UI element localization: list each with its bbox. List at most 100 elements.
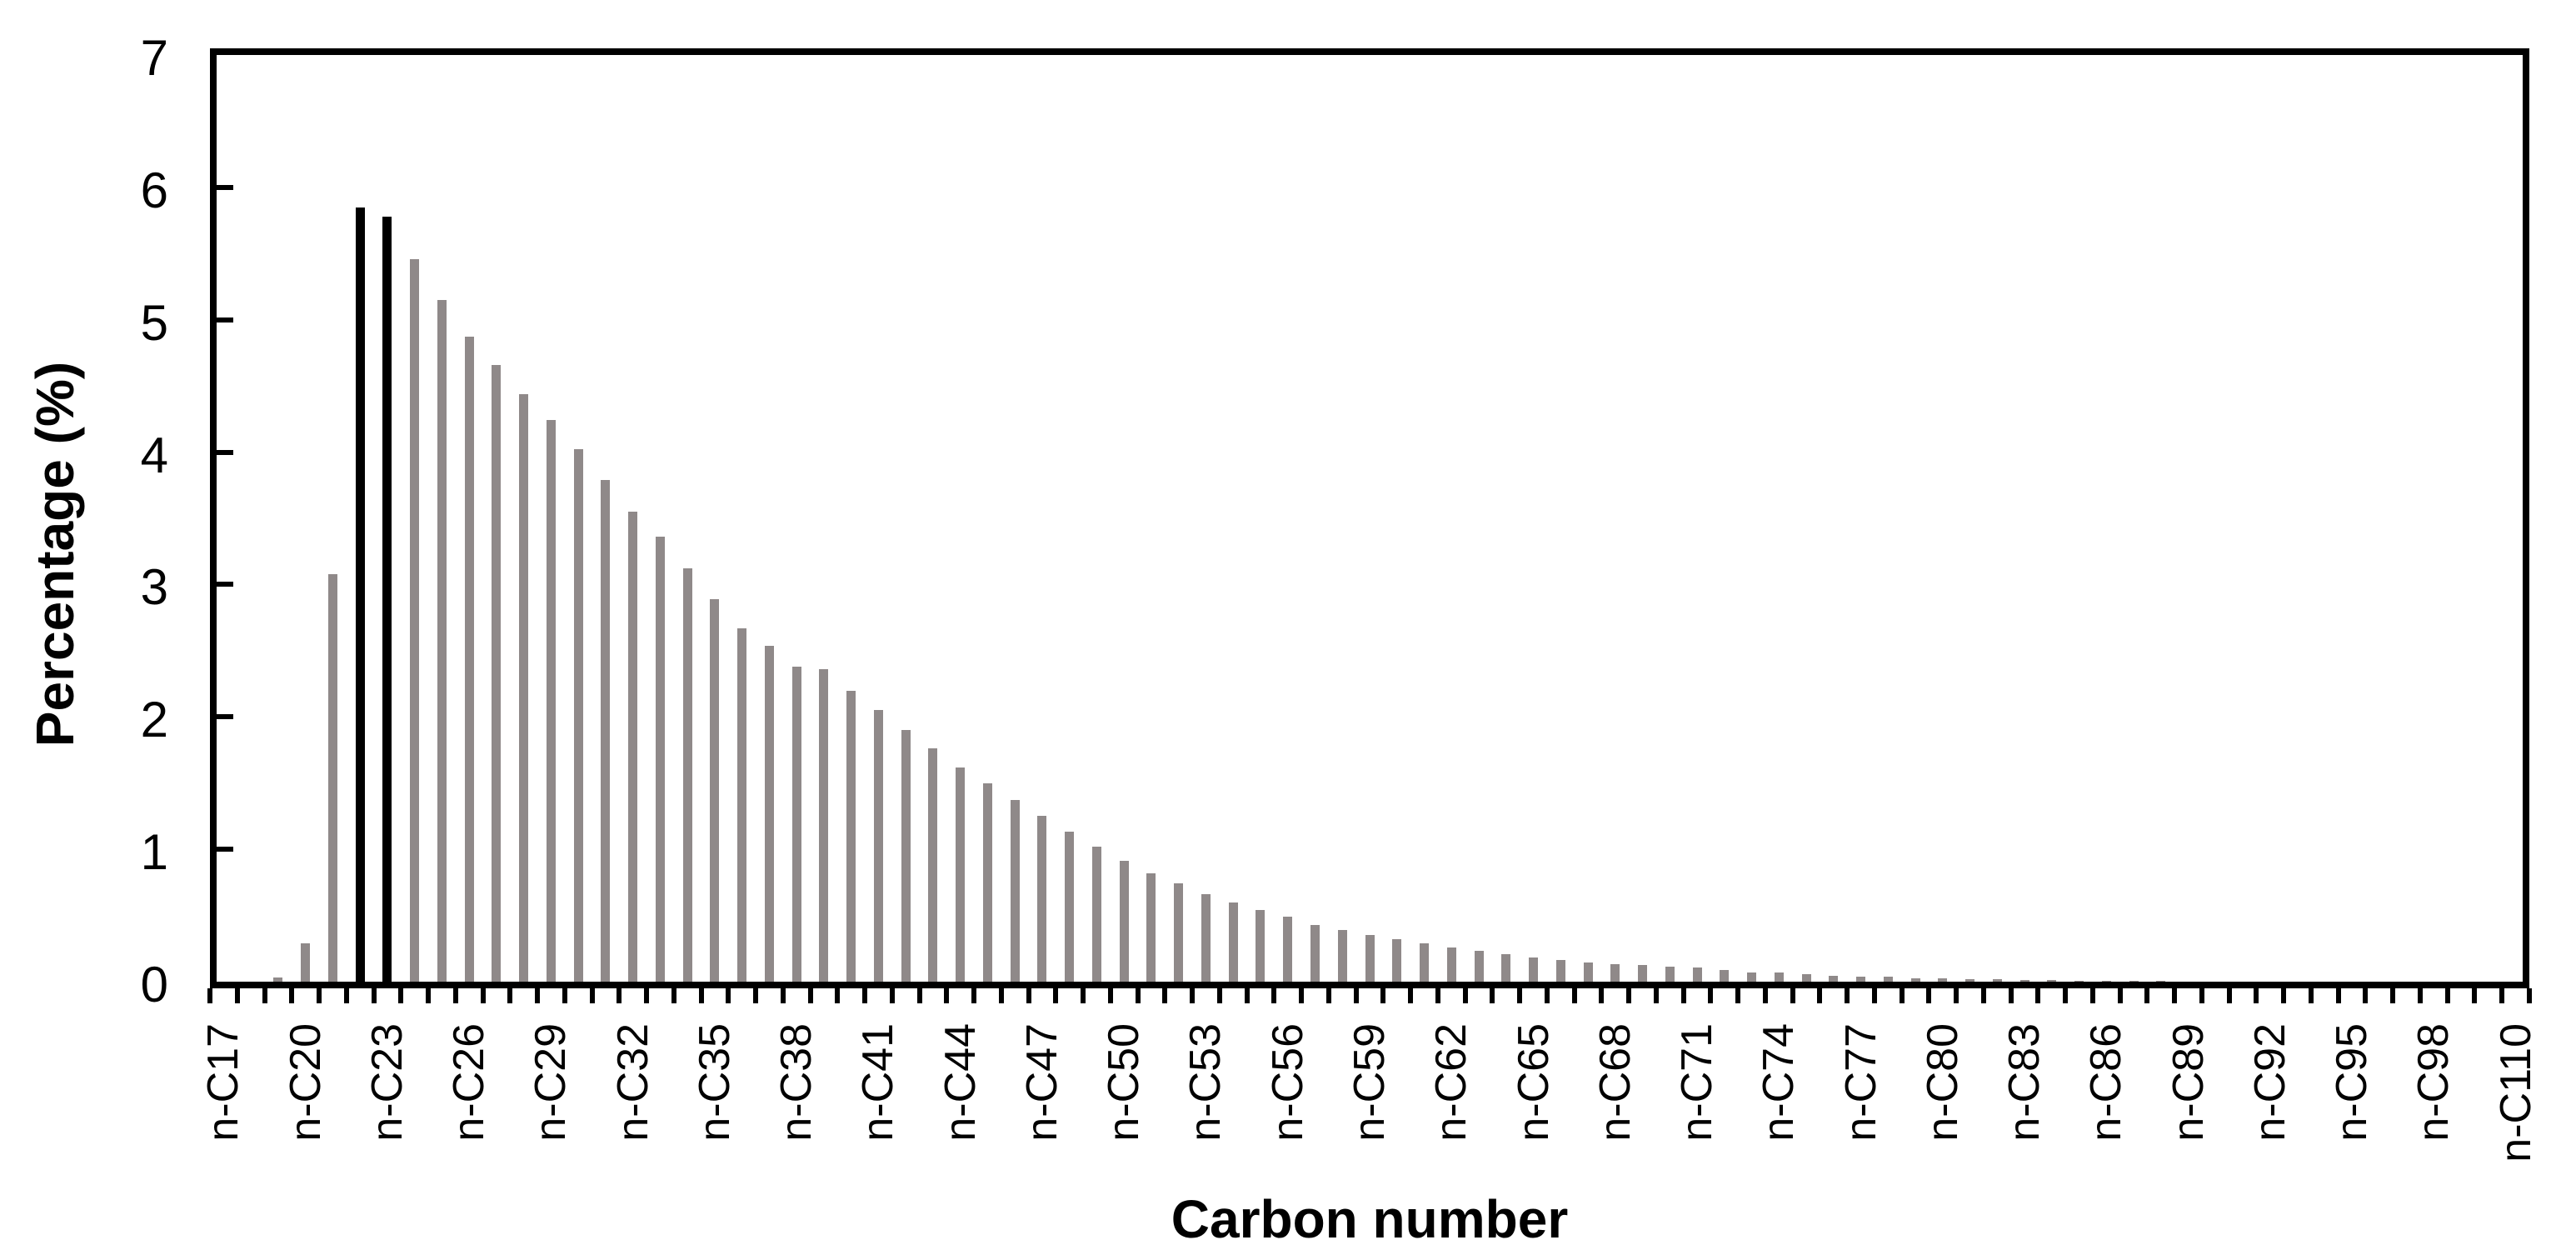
bar-n-C34	[682, 568, 692, 982]
x-axis-tick	[1544, 988, 1550, 1003]
bar-n-C72	[1720, 970, 1730, 982]
x-axis-tick	[1817, 988, 1823, 1003]
x-axis-tick	[862, 988, 868, 1003]
bar-n-C39	[819, 669, 829, 982]
x-tick-label-n-C65: n-C65	[1509, 1023, 1558, 1142]
x-axis-tick	[617, 988, 622, 1003]
bar-n-C87	[2129, 981, 2139, 982]
x-axis-tick	[1216, 988, 1222, 1003]
x-tick-label-n-C50: n-C50	[1100, 1023, 1149, 1142]
x-axis-tick	[1954, 988, 1959, 1003]
x-axis-tick	[1299, 988, 1305, 1003]
x-axis-tick	[1462, 988, 1468, 1003]
bar-n-C73	[1747, 972, 1757, 982]
x-axis-tick	[2527, 988, 2532, 1003]
bar-n-C83	[2019, 980, 2029, 982]
x-tick-label-n-C98: n-C98	[2409, 1023, 2459, 1142]
x-axis-tick	[1899, 988, 1905, 1003]
bar-n-C61	[1420, 943, 1429, 982]
x-tick-label-n-C74: n-C74	[1755, 1023, 1804, 1142]
x-axis-tick	[1380, 988, 1386, 1003]
x-tick-label-n-C110: n-C110	[2491, 1023, 2540, 1162]
bar-n-C25	[437, 300, 447, 982]
bar-n-C71	[1692, 968, 1702, 982]
x-axis-tick	[2363, 988, 2369, 1003]
x-axis-tick	[1680, 988, 1686, 1003]
bar-n-C23	[382, 217, 392, 982]
x-tick-label-n-C80: n-C80	[1918, 1023, 1967, 1142]
x-axis-tick	[644, 988, 650, 1003]
x-axis-tick	[2281, 988, 2287, 1003]
x-axis-tick	[2254, 988, 2259, 1003]
x-axis-tick	[1762, 988, 1768, 1003]
y-tick-label-0: 0	[140, 957, 168, 1012]
x-tick-label-n-C29: n-C29	[527, 1023, 576, 1142]
bar-n-C65	[1529, 958, 1539, 982]
bar-n-C56	[1283, 917, 1293, 982]
x-tick-label-n-C44: n-C44	[936, 1023, 985, 1142]
x-axis-title: Carbon number	[1171, 1189, 1569, 1249]
x-axis-tick	[807, 988, 813, 1003]
bar-n-C26	[464, 337, 474, 982]
x-axis-tick	[971, 988, 977, 1003]
bar-n-C85	[2074, 981, 2084, 982]
bar-n-C58	[1337, 930, 1347, 982]
y-axis-tick	[217, 847, 233, 852]
y-tick-label-5: 5	[140, 294, 168, 351]
x-tick-label-n-C41: n-C41	[854, 1023, 903, 1142]
bar-n-C64	[1501, 954, 1511, 982]
x-axis-tick	[2089, 988, 2095, 1003]
bar-n-C47	[1037, 816, 1047, 982]
bar-n-C57	[1310, 925, 1320, 982]
bar-n-C30	[573, 449, 583, 982]
x-axis-tick	[1599, 988, 1605, 1003]
x-axis-tick	[1190, 988, 1196, 1003]
y-axis-tick	[217, 714, 233, 720]
x-axis-tick	[1653, 988, 1659, 1003]
bar-n-C46	[1010, 800, 1020, 982]
bar-n-C24	[410, 259, 420, 982]
bar-n-C88	[2156, 981, 2166, 982]
x-tick-label-n-C38: n-C38	[772, 1023, 821, 1142]
y-axis-tick	[217, 184, 233, 190]
bar-n-C70	[1665, 967, 1675, 982]
y-tick-label-4: 4	[140, 427, 168, 483]
x-tick-label-n-C20: n-C20	[281, 1023, 330, 1142]
x-axis-tick	[289, 988, 295, 1003]
x-axis-tick	[1053, 988, 1059, 1003]
bar-n-C67	[1583, 962, 1593, 982]
y-tick-label-3: 3	[140, 559, 168, 616]
x-axis-tick	[398, 988, 404, 1003]
x-axis-tick	[207, 988, 212, 1003]
x-axis-tick	[998, 988, 1004, 1003]
x-tick-label-n-C71: n-C71	[1673, 1023, 1722, 1142]
x-axis-tick	[480, 988, 486, 1003]
x-tick-label-n-C92: n-C92	[2245, 1023, 2294, 1142]
x-tick-label-n-C32: n-C32	[608, 1023, 657, 1142]
bar-n-C32	[628, 512, 638, 982]
bar-n-C20	[301, 943, 311, 982]
x-axis-tick	[507, 988, 513, 1003]
x-axis-tick	[426, 988, 432, 1003]
x-axis-tick	[1408, 988, 1414, 1003]
x-axis-tick	[371, 988, 377, 1003]
x-axis-tick	[1162, 988, 1168, 1003]
bar-n-C49	[1091, 847, 1101, 982]
x-axis-tick	[671, 988, 676, 1003]
bar-n-C33	[655, 537, 665, 982]
bar-n-C40	[846, 691, 856, 982]
x-axis-tick	[343, 988, 349, 1003]
bar-n-C48	[1065, 832, 1075, 982]
bar-n-C52	[1174, 883, 1184, 982]
bar-n-C43	[928, 748, 938, 982]
bar-n-C35	[710, 599, 720, 982]
x-axis-tick	[2199, 988, 2204, 1003]
x-axis-tick	[1626, 988, 1632, 1003]
x-tick-label-n-C83: n-C83	[2000, 1023, 2049, 1142]
bar-n-C53	[1201, 894, 1211, 982]
x-axis-tick	[2117, 988, 2123, 1003]
x-axis-tick	[2308, 988, 2314, 1003]
x-axis-tick	[452, 988, 458, 1003]
y-tick-label-7: 7	[140, 30, 168, 86]
